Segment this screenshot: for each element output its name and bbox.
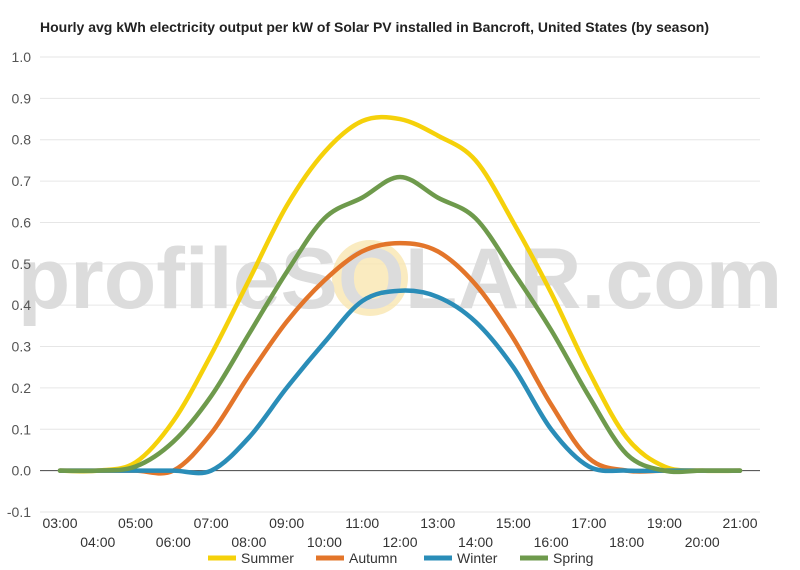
series-line-spring [57, 174, 743, 475]
series-line-winter [57, 288, 743, 476]
x-tick-label: 21:00 [722, 515, 757, 531]
y-tick-label: 0.5 [12, 256, 32, 272]
x-tick-label: 07:00 [194, 515, 229, 531]
y-tick-label: 1.0 [12, 49, 32, 65]
x-tick-label: 13:00 [420, 515, 455, 531]
y-tick-label: 0.3 [12, 339, 32, 355]
y-tick-label: 0.1 [12, 421, 32, 437]
legend-label: Autumn [349, 550, 397, 566]
x-tick-label: 12:00 [382, 534, 417, 550]
y-tick-label: 0.7 [12, 173, 32, 189]
y-tick-label: 0.9 [12, 90, 32, 106]
legend-label: Summer [241, 550, 294, 566]
x-tick-label: 03:00 [42, 515, 77, 531]
y-axis-ticks: -0.1 0.0 0.1 0.2 0.3 0.4 0.5 0.6 0.7 0.8 0.9 1.0 [7, 49, 31, 520]
x-tick-label: 19:00 [647, 515, 682, 531]
x-tick-label: 10:00 [307, 534, 342, 550]
chart-title: Hourly avg kWh electricity output per kW… [40, 19, 710, 35]
x-tick-label: 08:00 [231, 534, 266, 550]
legend: Summer Autumn Winter Spring [208, 550, 593, 566]
x-tick-label: 06:00 [156, 534, 191, 550]
x-tick-label: 16:00 [534, 534, 569, 550]
legend-label: Spring [553, 550, 593, 566]
x-tick-label: 20:00 [685, 534, 720, 550]
x-tick-label: 05:00 [118, 515, 153, 531]
legend-label: Winter [457, 550, 498, 566]
x-tick-label: 04:00 [80, 534, 115, 550]
watermark-layer: profileSOLAR.com [18, 231, 783, 327]
x-tick-label: 09:00 [269, 515, 304, 531]
x-tick-label: 14:00 [458, 534, 493, 550]
y-tick-label: 0.4 [12, 297, 32, 313]
series-line-summer [57, 114, 743, 474]
x-axis-ticks: 03:0004:0005:0006:0007:0008:0009:0010:00… [42, 515, 757, 550]
x-tick-label: 18:00 [609, 534, 644, 550]
grid-layer [40, 56, 760, 513]
y-tick-label: 0.2 [12, 380, 32, 396]
y-tick-label: 0.0 [12, 463, 32, 479]
y-tick-label: 0.8 [12, 132, 32, 148]
x-tick-label: 11:00 [345, 515, 379, 531]
x-tick-label: 17:00 [571, 515, 606, 531]
y-tick-label: 0.6 [12, 214, 32, 230]
series-layer [57, 114, 743, 476]
x-tick-label: 15:00 [496, 515, 531, 531]
watermark-text: profileSOLAR.com [18, 231, 783, 327]
y-tick-label: -0.1 [7, 504, 31, 520]
